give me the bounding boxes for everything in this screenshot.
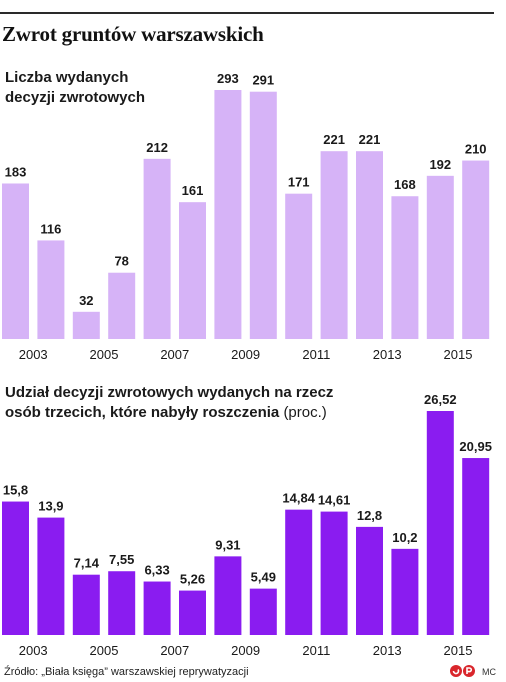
chart1-bar-2007: [179, 202, 206, 339]
chart1-tick-label-2007: 2007: [160, 347, 189, 362]
chart1-value-label-2006: 212: [146, 140, 168, 155]
chart2-bar-2010: [285, 509, 313, 635]
chart2-tick-label-2007: 2007: [160, 643, 189, 658]
chart2-bar-2013: [391, 548, 419, 635]
chart2-tick-label-2015: 2015: [444, 643, 473, 658]
chart2-value-label-2005: 7,55: [109, 552, 134, 567]
chart1-value-label-2005: 78: [114, 254, 128, 269]
chart1-bar-2010: [285, 193, 313, 339]
chart2-subtitle-line2: osób trzecich, które nabyły roszczenia: [5, 404, 280, 421]
chart2-value-label-2010: 14,84: [282, 491, 315, 506]
chart1-bar-2006: [143, 158, 171, 339]
chart1-value-label-2010: 171: [288, 175, 310, 190]
chart1-value-label-2004: 32: [79, 293, 93, 308]
chart1-value-label-2013: 168: [394, 177, 416, 192]
chart1-bar-2011: [320, 151, 348, 339]
chart2-value-label-2004: 7,14: [74, 556, 100, 571]
chart1-bar-2008: [214, 90, 242, 339]
chart2-value-label-2007: 5,26: [180, 572, 205, 587]
chart2-value-label-2006: 6,33: [144, 563, 169, 578]
chart2-value-label-2008: 9,31: [215, 537, 240, 552]
chart2-bars: 15,8 13,9 2003 7,14 7,55 2005 6,33 5,26 2007 9,31…: [2, 392, 492, 658]
chart1-bar-2012: [356, 151, 383, 339]
chart2-value-label-2003: 13,9: [38, 499, 63, 514]
chart2-value-label-2002: 15,8: [3, 483, 28, 498]
chart2-value-label-2014: 26,52: [424, 392, 457, 407]
chart1-value-label-2008: 293: [217, 71, 239, 86]
chart1-bar-2003: [37, 240, 65, 339]
chart1-subtitle: Liczba wydanych decyzji zwrotowych: [5, 68, 145, 108]
chart1-bars: 183 116 2003 32 78 2005 212 161 2007 293 291 2009 17…: [2, 71, 490, 362]
chart1-bar-2015: [462, 160, 490, 339]
chart1-value-label-2009: 291: [252, 73, 274, 88]
chart2-bar-2003: [37, 517, 65, 635]
chart1-tick-label-2003: 2003: [19, 347, 48, 362]
chart2-bar-2008: [214, 556, 242, 635]
chart2-value-label-2011: 14,61: [318, 493, 351, 508]
author-initials: MC: [482, 667, 496, 677]
chart2-bar-2015: [462, 458, 490, 635]
chart2-value-label-2009: 5,49: [251, 570, 276, 585]
chart2-bar-2005: [108, 571, 136, 635]
source-note: Źródło: „Biała księga” warszawskiej repr…: [4, 666, 249, 678]
chart-title: Zwrot gruntów warszawskich: [2, 22, 264, 46]
chart2-value-label-2012: 12,8: [357, 508, 382, 523]
chart2-tick-label-2013: 2013: [373, 643, 402, 658]
chart1-bar-2005: [108, 272, 136, 339]
chart2-bar-2004: [72, 574, 100, 635]
chart1-bar-2004: [72, 311, 100, 339]
chart1-bar-2002: [2, 183, 29, 339]
chart1-value-label-2003: 116: [40, 221, 61, 236]
chart2-bar-2014: [426, 411, 454, 635]
chart2-bar-2002: [2, 501, 29, 635]
chart1-bar-2014: [426, 175, 454, 339]
chart1-value-label-2014: 192: [429, 157, 451, 172]
chart1-bar-2009: [249, 91, 277, 339]
chart1-tick-label-2011: 2011: [302, 347, 330, 362]
chart2-value-label-2015: 20,95: [459, 439, 492, 454]
chart1-value-label-2002: 183: [5, 164, 27, 179]
chart1-tick-label-2015: 2015: [444, 347, 473, 362]
chart1-value-label-2015: 210: [465, 142, 487, 157]
chart2-bar-2007: [179, 590, 206, 635]
top-rule: [0, 12, 494, 14]
chart1-tick-label-2005: 2005: [90, 347, 119, 362]
chart1-bar-2013: [391, 196, 419, 339]
chart2-tick-label-2009: 2009: [231, 643, 260, 658]
chart2-bar-2011: [320, 511, 348, 635]
chart1-value-label-2007: 161: [182, 183, 204, 198]
chart2-bar-2012: [356, 526, 383, 635]
chart2-value-label-2013: 10,2: [392, 530, 417, 545]
chart2-tick-label-2005: 2005: [90, 643, 119, 658]
chart1-tick-label-2009: 2009: [231, 347, 260, 362]
publisher-logo-icon: [450, 665, 475, 677]
chart1-value-label-2012: 221: [359, 132, 381, 147]
chart1-subtitle-line2: decyzji zwrotowych: [5, 89, 146, 106]
chart2-bar-2006: [143, 581, 171, 635]
chart1-value-label-2011: 221: [323, 132, 345, 147]
chart2-unit: (proc.): [283, 404, 327, 421]
chart2-subtitle: Udział decyzji zwrotowych wydanych na rz…: [5, 383, 405, 423]
chart2-subtitle-line2-wrap: osób trzecich, które nabyły roszczenia (…: [5, 403, 405, 423]
chart2-subtitle-line1: Udział decyzji zwrotowych wydanych na rz…: [5, 384, 334, 401]
chart1-subtitle-line1: Liczba wydanych: [5, 69, 129, 86]
chart2-tick-label-2003: 2003: [19, 643, 48, 658]
chart2-tick-label-2011: 2011: [302, 643, 330, 658]
chart1-tick-label-2013: 2013: [373, 347, 402, 362]
chart2-bar-2009: [249, 588, 277, 635]
